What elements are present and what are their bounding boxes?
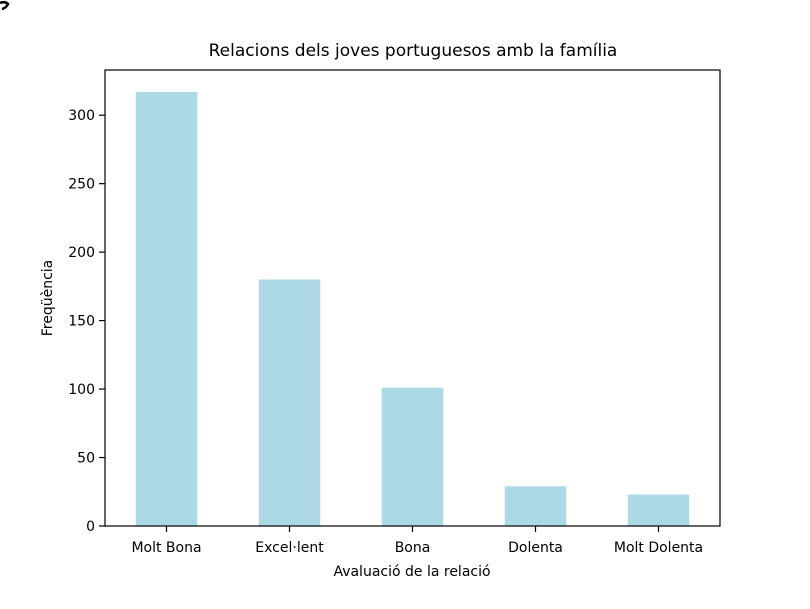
cropped-corner-glyph [0,0,10,10]
y-tick-label-3: 150 [68,314,95,330]
y-tick-label-1: 50 [77,451,95,467]
x-tick-label-3: Dolenta [508,540,563,556]
bar-3 [504,486,567,526]
y-tick-label-2: 100 [68,382,95,398]
x-axis-label: Avaluació de la relació [333,564,490,580]
bar-2 [381,387,444,526]
y-tick-label-5: 250 [68,177,95,193]
y-tick-label-4: 200 [68,245,95,261]
bar-1 [258,279,321,526]
x-tick-label-4: Molt Dolenta [614,540,703,556]
bar-4 [627,494,690,526]
x-tick-label-1: Excel·lent [255,540,324,556]
chart-title: Relacions dels joves portuguesos amb la … [209,41,618,61]
y-tick-label-6: 300 [68,108,95,124]
x-axis: Molt Bona Excel·lent Bona Dolenta Molt Dolen… [131,526,703,556]
bars-group [135,91,690,526]
x-tick-label-0: Molt Bona [131,540,201,556]
x-tick-label-2: Bona [395,540,431,556]
bar-0 [135,91,198,526]
y-axis-label: Freqüència [40,260,56,337]
y-tick-label-0: 0 [86,519,95,535]
y-axis: 0 50 100 150 200 250 300 [68,108,105,535]
